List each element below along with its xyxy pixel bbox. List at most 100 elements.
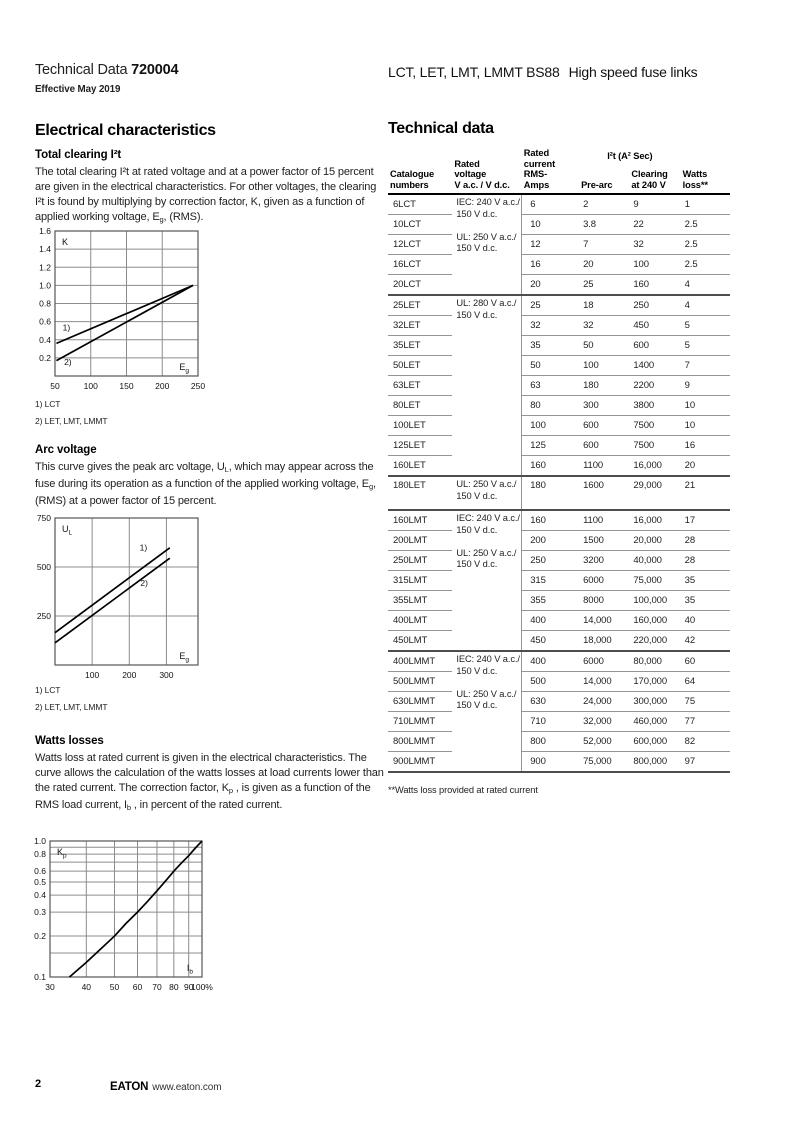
table-cell: 2.5 — [680, 214, 730, 235]
col-header-clearing: Clearing at 240 V — [629, 163, 681, 195]
table-cell: 450LMT — [388, 630, 453, 652]
table-cell: 2.5 — [680, 234, 730, 255]
table-cell: 24,000 — [579, 691, 630, 712]
table-cell: 50 — [521, 355, 580, 376]
section-title-electrical-characteristics: Electrical characteristics — [35, 122, 216, 139]
col-header-prearc: Pre-arc — [579, 163, 630, 195]
table-cell: 630 — [521, 691, 580, 712]
chart1-footnotes: 1) LCT 2) LET, LMT, LMMT — [35, 396, 108, 429]
table-row: 125LET 125 600 7500 16 — [388, 435, 730, 456]
svg-text:750: 750 — [37, 513, 51, 523]
svg-text:50: 50 — [110, 982, 120, 992]
footer-url: www.eaton.com — [152, 1082, 222, 1093]
svg-text:200: 200 — [122, 670, 136, 680]
table-cell: 160 — [521, 455, 580, 477]
table-cell: 600 — [579, 415, 630, 436]
svg-text:1.0: 1.0 — [34, 836, 46, 846]
svg-text:0.8: 0.8 — [39, 299, 51, 309]
eaton-logo: EATON — [110, 1081, 149, 1093]
svg-text:0.5: 0.5 — [34, 877, 46, 887]
svg-text:70: 70 — [152, 982, 162, 992]
product-series: LCT, LET, LMT, LMMT BS88 — [388, 64, 560, 80]
table-cell: 180LET — [388, 476, 453, 511]
clearing-correction-factor-chart: 50 100 150 200 250 0.2 0.4 0.6 0.8 1.0 1.2 1.4 1.6 1)… — [39, 226, 205, 391]
svg-text:0.2: 0.2 — [34, 931, 46, 941]
table-cell: 1500 — [579, 530, 630, 551]
table-cell: 80LET — [388, 395, 453, 416]
table-cell: 710 — [521, 711, 580, 732]
table-header: Catalogue numbers Rated voltage V a.c. /… — [388, 148, 730, 195]
table-cell: 100,000 — [629, 590, 681, 611]
svg-text:1.0: 1.0 — [39, 280, 51, 290]
table-cell: 20 — [680, 455, 730, 477]
table-row: 100LET 100 600 7500 10 — [388, 415, 730, 436]
table-cell: 20 — [521, 274, 580, 296]
svg-text:1.2: 1.2 — [39, 262, 51, 272]
table-cell: 710LMMT — [388, 711, 453, 732]
table-cell: 600,000 — [629, 731, 681, 752]
table-cell: 8000 — [579, 590, 630, 611]
table-row: 160LMT IEC: 240 V a.c./ 150 V d.c. UL: 25… — [388, 510, 730, 652]
table-cell: 900 — [521, 751, 580, 773]
svg-text:90: 90 — [184, 982, 194, 992]
table-cell: 12 — [521, 234, 580, 255]
svg-text:40: 40 — [82, 982, 92, 992]
table-cell: 32LET — [388, 315, 453, 336]
document-title: Technical Data 720004 — [35, 62, 179, 78]
product-subtitle: High speed fuse links — [568, 64, 698, 80]
table-cell: 1600 — [579, 476, 630, 511]
svg-text:100: 100 — [84, 381, 98, 391]
svg-text:2): 2) — [64, 357, 72, 367]
table-cell: 22 — [629, 214, 681, 235]
doc-type-label: Technical Data — [35, 62, 132, 78]
table-cell: 200LMT — [388, 530, 453, 551]
col-header-watts: Watts loss** — [680, 148, 730, 195]
table-cell: 10LCT — [388, 214, 453, 235]
table-cell: 5 — [680, 335, 730, 356]
product-title: LCT, LET, LMT, LMMT BS88 High speed fuse … — [388, 64, 698, 80]
svg-text:UL: UL — [62, 524, 73, 537]
svg-text:1.6: 1.6 — [39, 226, 51, 236]
table-cell: 18 — [579, 295, 630, 316]
table-cell: 63LET — [388, 375, 453, 396]
table-row: 400LMT 400 14,000 160,000 40 — [388, 610, 730, 631]
table-cell: 97 — [680, 751, 730, 773]
technical-data-table: Catalogue numbers Rated voltage V a.c. /… — [388, 148, 730, 773]
table-cell: 6 — [521, 194, 580, 215]
svg-text:1): 1) — [63, 323, 71, 333]
footer-brand: EATON www.eaton.com — [110, 1077, 222, 1095]
table-cell: 170,000 — [629, 671, 681, 692]
svg-text:0.8: 0.8 — [34, 849, 46, 859]
table-cell: 16 — [680, 435, 730, 456]
svg-text:100%: 100% — [191, 982, 213, 992]
table-cell: 2.5 — [680, 254, 730, 275]
svg-text:0.4: 0.4 — [34, 890, 46, 900]
table-row: 500LMMT 500 14,000 170,000 64 — [388, 671, 730, 692]
table-cell: 400 — [521, 610, 580, 631]
table-cell: 80,000 — [629, 651, 681, 672]
table-cell: 14,000 — [579, 610, 630, 631]
table-footnote: **Watts loss provided at rated current — [388, 785, 538, 795]
table-row: 25LET UL: 280 V a.c./ 150 V d.c. 25 18 250 4 — [388, 295, 730, 477]
svg-text:300: 300 — [159, 670, 173, 680]
table-cell: 18,000 — [579, 630, 630, 652]
table-row: 50LET 50 100 1400 7 — [388, 355, 730, 376]
technical-table-body: 6LCT IEC: 240 V a.c./ 150 V d.c. UL: 250 … — [388, 194, 730, 773]
table-cell: 42 — [680, 630, 730, 652]
table-cell: 17 — [680, 510, 730, 531]
table-cell: 28 — [680, 550, 730, 571]
table-cell: 40,000 — [629, 550, 681, 571]
table-cell: 75,000 — [629, 570, 681, 591]
svg-text:100: 100 — [85, 670, 99, 680]
svg-text:60: 60 — [133, 982, 143, 992]
table-cell: 25 — [579, 274, 630, 296]
table-cell: 4 — [680, 274, 730, 296]
table-cell: 32,000 — [579, 711, 630, 732]
page-number: 2 — [35, 1078, 42, 1090]
svg-text:80: 80 — [169, 982, 179, 992]
table-cell: 355 — [521, 590, 580, 611]
table-cell: 600 — [629, 335, 681, 356]
table-cell: 180 — [521, 476, 580, 511]
svg-text:0.6: 0.6 — [34, 866, 46, 876]
table-row: 80LET 80 300 3800 10 — [388, 395, 730, 416]
